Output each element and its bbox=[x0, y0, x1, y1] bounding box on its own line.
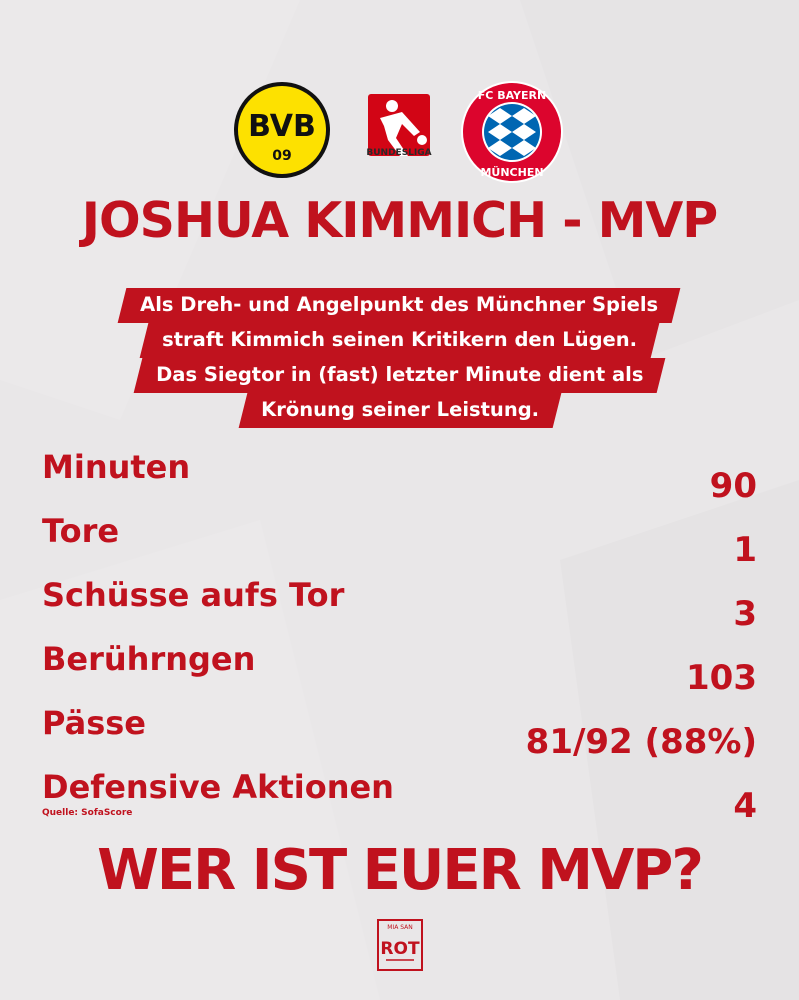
bvb-logo-icon: BVB 09 bbox=[234, 82, 330, 178]
banner-line-1: Als Dreh- und Angelpunkt des Münchner Sp… bbox=[0, 288, 799, 323]
stat-label-defensive-actions: Defensive Aktionen bbox=[42, 768, 394, 806]
stat-value-touches: 103 bbox=[686, 658, 757, 698]
stat-value-passes: 81/92 (88%) bbox=[525, 722, 757, 762]
banner-line-2: straft Kimmich seinen Kritikern den Lüge… bbox=[0, 323, 799, 358]
stat-label-shots: Schüsse aufs Tor bbox=[42, 576, 345, 614]
stat-label-touches: Berührngen bbox=[42, 640, 256, 678]
banner-line-4: Krönung seiner Leistung. bbox=[0, 393, 799, 428]
stat-value-defensive-actions: 4 bbox=[733, 786, 757, 826]
banner-line-3: Das Siegtor in (fast) letzter Minute die… bbox=[0, 358, 799, 393]
msr-logo-top-text: MIA SAN bbox=[387, 924, 412, 931]
stat-label-passes: Pässe bbox=[42, 704, 146, 742]
stat-value-goals: 1 bbox=[733, 530, 757, 570]
stat-value-shots: 3 bbox=[733, 594, 757, 634]
fcb-logo-bottom-text: MÜNCHEN bbox=[480, 165, 543, 179]
bundesliga-label: BUNDESLIGA bbox=[366, 148, 432, 158]
stat-value-minutes: 90 bbox=[709, 466, 757, 506]
page-title: JOSHUA KIMMICH - MVP bbox=[81, 192, 718, 249]
bvb-logo-text: BVB bbox=[248, 109, 316, 144]
source-note: Quelle: SofaScore bbox=[42, 808, 133, 818]
bundesliga-logo-icon bbox=[368, 94, 430, 156]
logo-row: BVB 09 FC BAYERN MÜNCHEN bbox=[0, 80, 799, 190]
stat-label-goals: Tore bbox=[42, 512, 120, 550]
call-to-action: WER IST EUER MVP? bbox=[97, 838, 704, 903]
bvb-logo-number: 09 bbox=[272, 148, 291, 164]
mia-san-rot-logo-icon: MIA SAN ROT bbox=[377, 919, 423, 971]
msr-logo-main-text: ROT bbox=[380, 939, 420, 959]
stat-label-minutes: Minuten bbox=[42, 448, 191, 486]
fcb-logo-top-text: FC BAYERN bbox=[478, 89, 546, 102]
fcb-logo-icon: FC BAYERN MÜNCHEN bbox=[461, 81, 563, 183]
